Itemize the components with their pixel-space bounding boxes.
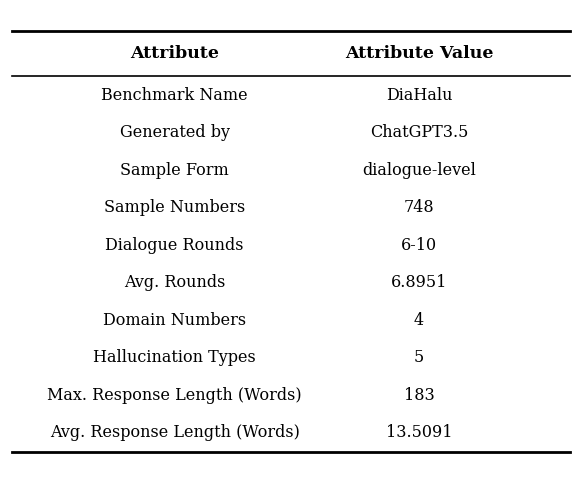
- Text: Max. Response Length (Words): Max. Response Length (Words): [47, 387, 302, 404]
- Text: Attribute Value: Attribute Value: [345, 45, 494, 62]
- Text: Sample Form: Sample Form: [120, 162, 229, 179]
- Text: 4: 4: [414, 312, 424, 329]
- Text: 183: 183: [404, 387, 434, 404]
- Text: Sample Numbers: Sample Numbers: [104, 199, 245, 217]
- Text: Avg. Response Length (Words): Avg. Response Length (Words): [49, 424, 300, 442]
- Text: 748: 748: [404, 199, 434, 217]
- Text: Attribute: Attribute: [130, 45, 219, 62]
- Text: 6.8951: 6.8951: [391, 274, 447, 292]
- Text: 6-10: 6-10: [401, 237, 437, 254]
- Text: Hallucination Types: Hallucination Types: [93, 349, 256, 367]
- Text: Dialogue Rounds: Dialogue Rounds: [105, 237, 244, 254]
- Text: Avg. Rounds: Avg. Rounds: [124, 274, 225, 292]
- Text: 5: 5: [414, 349, 424, 367]
- Text: ChatGPT3.5: ChatGPT3.5: [370, 124, 469, 141]
- Text: 13.5091: 13.5091: [386, 424, 452, 442]
- Text: dialogue-level: dialogue-level: [362, 162, 476, 179]
- Text: Benchmark Name: Benchmark Name: [101, 87, 248, 104]
- Text: Domain Numbers: Domain Numbers: [103, 312, 246, 329]
- Text: Generated by: Generated by: [119, 124, 230, 141]
- Text: DiaHalu: DiaHalu: [386, 87, 452, 104]
